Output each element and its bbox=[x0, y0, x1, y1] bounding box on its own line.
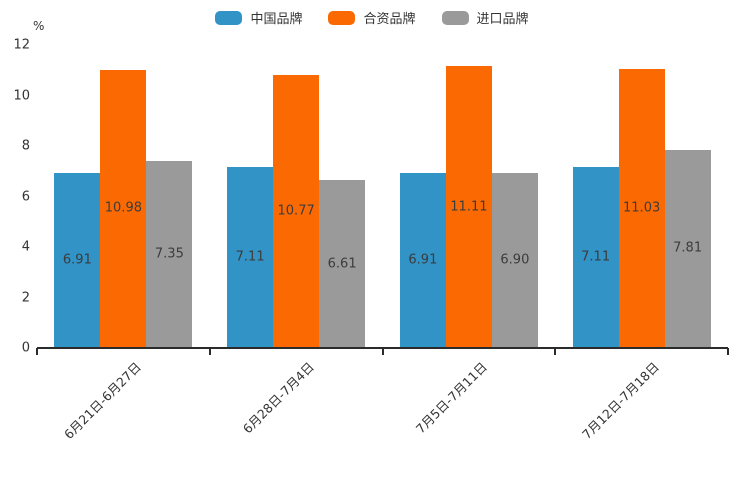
legend-label: 中国品牌 bbox=[250, 12, 303, 27]
bar-中国品牌-group3: 7.11 bbox=[572, 167, 619, 347]
bar-进口品牌-group0: 7.35 bbox=[146, 161, 193, 347]
bar-value-label: 6.90 bbox=[500, 252, 530, 268]
bar-value-label: 11.03 bbox=[623, 200, 661, 216]
bar-value-label: 10.77 bbox=[277, 203, 315, 219]
bar-value-label: 6.91 bbox=[408, 252, 438, 268]
x-tick-label: 7月12日-7月18日 bbox=[579, 359, 663, 443]
y-axis-unit-label: % bbox=[33, 19, 45, 33]
legend-item-0: 中国品牌 bbox=[215, 8, 302, 27]
plot-area: 6.91 10.98 7.35 7.11 10.77 6.61 6.91 11.11 6.90 7… bbox=[36, 45, 729, 355]
legend-swatch-icon bbox=[441, 10, 469, 25]
legend-label: 进口品牌 bbox=[476, 12, 529, 27]
x-tick-label: 6月28日-7月4日 bbox=[239, 359, 317, 437]
bar-进口品牌-group2: 6.90 bbox=[491, 172, 538, 347]
bar-value-label: 6.91 bbox=[62, 252, 92, 268]
x-axis-tick bbox=[381, 348, 384, 355]
x-axis-tick bbox=[36, 348, 38, 355]
y-tick-label: 2 bbox=[21, 290, 30, 305]
bar-中国品牌-group0: 6.91 bbox=[54, 172, 101, 347]
legend-swatch-icon bbox=[215, 10, 243, 25]
y-tick-label: 10 bbox=[13, 88, 30, 103]
bar-合资品牌-group1: 10.77 bbox=[273, 75, 320, 347]
y-tick-label: 8 bbox=[21, 138, 30, 154]
bar-value-label: 7.35 bbox=[154, 246, 184, 262]
legend: 中国品牌 合资品牌 进口品牌 bbox=[0, 8, 744, 27]
y-tick-label: 6 bbox=[21, 189, 30, 204]
x-tick-label: 6月21日-6月27日 bbox=[61, 359, 145, 443]
legend-item-2: 进口品牌 bbox=[441, 8, 529, 27]
bar-合资品牌-group2: 11.11 bbox=[445, 66, 492, 347]
bar-value-label: 7.81 bbox=[673, 240, 703, 256]
bar-value-label: 6.61 bbox=[327, 256, 357, 272]
bar-value-label: 7.11 bbox=[581, 249, 611, 265]
bar-中国品牌-group1: 7.11 bbox=[227, 167, 274, 347]
x-tick-label: 7月5日-7月11日 bbox=[412, 359, 490, 437]
legend-swatch-icon bbox=[328, 10, 356, 25]
bar-value-label: 11.11 bbox=[450, 199, 488, 215]
bar-进口品牌-group1: 6.61 bbox=[319, 180, 366, 347]
legend-label: 合资品牌 bbox=[363, 12, 416, 27]
bar-合资品牌-group3: 11.03 bbox=[618, 68, 665, 347]
x-axis-tick bbox=[208, 348, 211, 355]
x-axis-tick bbox=[727, 348, 729, 355]
bar-中国品牌-group2: 6.91 bbox=[399, 172, 446, 347]
legend-item-1: 合资品牌 bbox=[328, 8, 416, 27]
bar-value-label: 7.11 bbox=[235, 249, 265, 265]
bar-value-label: 10.98 bbox=[104, 200, 142, 216]
y-tick-label: 4 bbox=[21, 239, 30, 255]
bar-合资品牌-group0: 10.98 bbox=[100, 69, 147, 347]
bar-进口品牌-group3: 7.81 bbox=[664, 149, 711, 347]
y-tick-label: 0 bbox=[21, 340, 30, 356]
x-axis-tick bbox=[554, 348, 557, 355]
y-tick-label: 12 bbox=[13, 37, 30, 53]
